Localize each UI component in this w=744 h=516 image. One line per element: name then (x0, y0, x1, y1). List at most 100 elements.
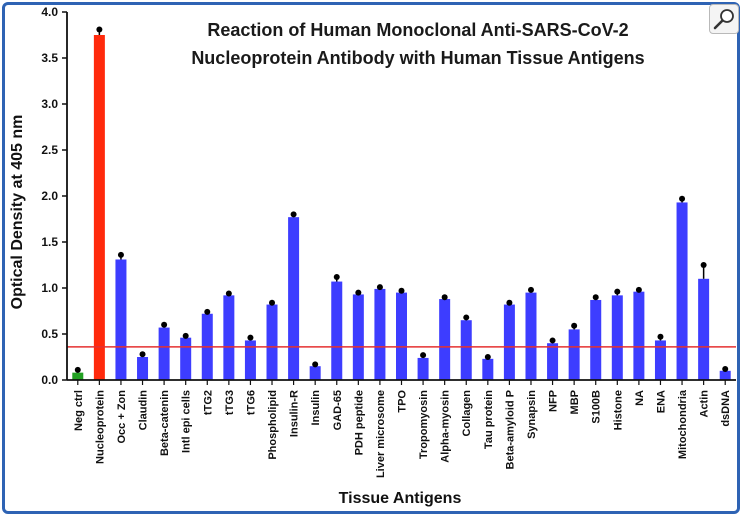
bar (352, 294, 364, 380)
bar (460, 320, 472, 380)
bar (309, 366, 321, 380)
error-cap (290, 211, 297, 218)
bar (417, 357, 429, 380)
error-cap (635, 286, 642, 293)
error-cap (463, 314, 470, 321)
bar (525, 292, 537, 380)
bar (547, 343, 559, 380)
x-tick-label: ENA (655, 390, 667, 413)
error-cap (333, 273, 340, 280)
error-cap (571, 322, 578, 329)
error-cap (74, 366, 81, 373)
error-cap (527, 286, 534, 293)
y-tick-label: 1.0 (41, 281, 58, 295)
error-cap (204, 308, 211, 315)
error-cap (355, 289, 362, 296)
error-cap (182, 332, 189, 339)
x-tick-label: NA (634, 390, 646, 406)
x-tick-label: Tau protein (483, 390, 495, 449)
error-cap (96, 26, 103, 33)
bar (72, 372, 84, 380)
x-tick-label: NFP (548, 390, 560, 412)
y-tick-label: 3.5 (41, 51, 58, 65)
y-tick-label: 4.0 (41, 5, 58, 19)
error-cap (614, 288, 621, 295)
error-cap (117, 251, 124, 258)
x-tick-label: Liver microsome (375, 390, 387, 478)
y-tick-label: 0.5 (41, 327, 58, 341)
bar (223, 295, 235, 380)
y-tick-label: 0.0 (41, 373, 58, 387)
bar (590, 299, 602, 380)
bar (266, 304, 278, 380)
x-tick-label: Synapsin (526, 390, 538, 439)
x-tick-label: PDH peptide (353, 390, 365, 455)
bar (633, 291, 645, 380)
chart-title: Reaction of Human Monoclonal Anti-SARS-C… (191, 20, 644, 68)
bar (439, 299, 451, 380)
error-cap (376, 284, 383, 291)
bar (698, 278, 710, 380)
error-cap (441, 294, 448, 301)
bar (611, 295, 623, 380)
x-tick-label: Beta-catenin (159, 390, 171, 456)
x-tick-label: Actin (699, 390, 711, 418)
error-cap (549, 337, 556, 344)
bar (676, 202, 688, 380)
x-tick-label: Occ + Zon (116, 390, 128, 444)
x-tick-label: Histone (612, 390, 624, 430)
x-tick-label: Phospholipid (267, 390, 279, 460)
bar (93, 35, 105, 380)
error-cap (225, 290, 232, 297)
x-tick-label: tTG6 (245, 390, 257, 415)
error-cap (592, 294, 599, 301)
y-tick-label: 1.5 (41, 235, 58, 249)
bar (374, 288, 386, 380)
x-tick-label: Insulin-R (289, 390, 301, 437)
x-axis-ticks: Neg ctrl Nucleoprotein Occ + Zon Claudin Bet… (73, 380, 732, 478)
error-cap (484, 354, 491, 360)
error-cap (312, 361, 319, 368)
x-tick-label: S100B (591, 390, 603, 424)
x-tick-label: Intl epi cells (181, 390, 193, 453)
x-tick-label: Collagen (461, 390, 473, 437)
error-cap (420, 352, 427, 359)
bar (568, 329, 580, 380)
bar (180, 337, 192, 380)
bar (331, 281, 343, 380)
x-tick-label: TPO (397, 390, 409, 413)
chart-title-line: Reaction of Human Monoclonal Anti-SARS-C… (207, 20, 628, 40)
error-cap (398, 287, 405, 294)
y-tick-label: 2.0 (41, 189, 58, 203)
bar (482, 358, 494, 380)
y-tick-label: 2.5 (41, 143, 58, 157)
x-tick-label: Insulin (310, 390, 322, 426)
x-tick-label: dsDNA (720, 390, 732, 427)
error-cap (139, 351, 146, 358)
magnifier-icon (713, 9, 734, 30)
x-tick-label: Neg ctrl (73, 390, 85, 431)
bars (72, 35, 731, 380)
y-axis-ticks: 0.0 0.5 1.0 1.5 2.0 2.5 3.0 3.5 4.0 (41, 5, 67, 387)
x-tick-label: Nucleoprotein (94, 390, 106, 464)
error-cap (247, 334, 254, 341)
error-cap (700, 262, 707, 268)
y-axis-label: Optical Density at 405 nm (9, 115, 26, 310)
bar (137, 357, 149, 380)
x-tick-label: Tropomyosin (418, 390, 430, 459)
x-tick-label: tTG3 (224, 390, 236, 415)
error-cap (161, 321, 168, 328)
zoom-button[interactable] (709, 4, 739, 34)
bar (288, 217, 300, 380)
x-tick-label: MBP (569, 390, 581, 414)
x-tick-label: Alpha-myosin (440, 390, 452, 463)
error-cap (506, 299, 513, 306)
error-cap (679, 195, 686, 202)
x-tick-label: tTG2 (202, 390, 214, 415)
error-cap (722, 365, 729, 372)
bar (503, 304, 515, 380)
x-tick-label: Claudin (138, 390, 150, 431)
chart-title-line: Nucleoprotein Antibody with Human Tissue… (191, 48, 644, 68)
